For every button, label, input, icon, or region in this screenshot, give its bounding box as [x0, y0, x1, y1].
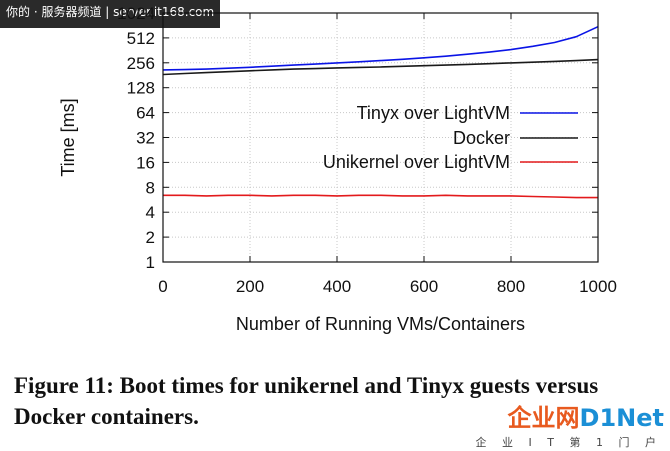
- watermark-banner: 你的 · 服务器频道 | server.it168.com: [0, 0, 221, 28]
- y-tick-label: 32: [136, 129, 155, 148]
- x-axis-title: Number of Running VMs/Containers: [236, 314, 525, 334]
- y-tick-label: 1: [146, 253, 155, 272]
- y-tick-label: 256: [127, 54, 155, 73]
- series-line-unikernel: [163, 194, 598, 199]
- watermark-logo-part2: D1Net: [579, 404, 664, 432]
- watermark-logo: 企业网D1Net 企 业 I T 第 1 门 户: [476, 404, 664, 449]
- legend-label-tinyx: Tinyx over LightVM: [357, 103, 510, 123]
- x-tick-label: 200: [236, 277, 264, 296]
- boot-time-chart: 1 2 4 8 16 32 64 128 256 512 1024 0 200 400 600 800 1000…: [58, 4, 617, 334]
- y-tick-label: 16: [136, 153, 155, 172]
- y-tick-label: 2: [146, 228, 155, 247]
- series-line-tinyx: [162, 25, 599, 71]
- x-tick-label: 0: [158, 277, 167, 296]
- legend-label-docker: Docker: [453, 128, 510, 148]
- y-tick-label: 512: [127, 29, 155, 48]
- legend-label-unikernel: Unikernel over LightVM: [323, 152, 510, 172]
- y-tick-label: 1024: [117, 4, 155, 23]
- x-tick-label: 400: [323, 277, 351, 296]
- x-tick-label: 1000: [579, 277, 617, 296]
- watermark-logo-sub: 企 业 I T 第 1 门 户: [475, 436, 662, 449]
- data-series: [162, 25, 599, 199]
- series-line-docker: [162, 58, 599, 76]
- watermark-logo-part1: 企业网: [507, 404, 580, 432]
- y-axis-title: Time [ms]: [58, 98, 78, 176]
- y-tick-label: 128: [127, 79, 155, 98]
- axis-ticks: 1 2 4 8 16 32 64 128 256 512 1024 0 200 400 600 800 1000: [117, 4, 617, 296]
- legend: Tinyx over LightVM Docker Unikernel over L…: [323, 103, 578, 172]
- y-tick-label: 64: [136, 104, 155, 123]
- y-tick-label: 4: [146, 203, 155, 222]
- y-tick-label: 8: [146, 178, 155, 197]
- x-tick-label: 600: [410, 277, 438, 296]
- x-tick-label: 800: [497, 277, 525, 296]
- figure-caption: Figure 11: Boot times for unikernel and …: [14, 373, 599, 429]
- watermark-logo-main: 企业网D1Net: [508, 404, 664, 432]
